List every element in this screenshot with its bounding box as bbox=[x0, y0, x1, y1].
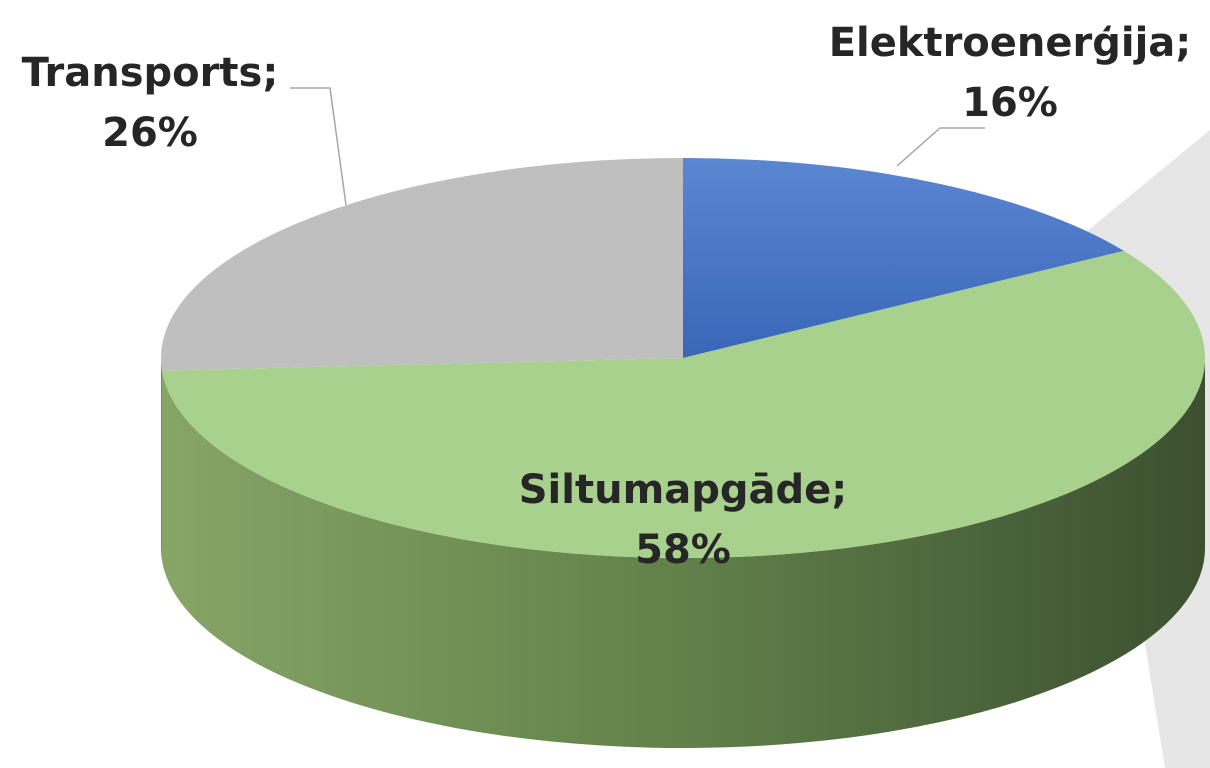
slice bbox=[683, 158, 1124, 358]
slice bbox=[162, 250, 1206, 559]
slice-value-label: 58% bbox=[635, 527, 731, 573]
slice-label: Elektroenerģija; bbox=[829, 20, 1192, 66]
slice-side bbox=[161, 358, 163, 561]
leader-line bbox=[896, 127, 985, 167]
slice-label: Siltumapgāde; bbox=[519, 467, 848, 513]
pie-tops bbox=[161, 158, 1206, 559]
slice-side bbox=[162, 358, 1206, 748]
slice-value-label: 16% bbox=[962, 80, 1058, 126]
slice-label: Transports; bbox=[22, 50, 279, 96]
labels: Elektroenerģija; 16% Siltumapgāde; 58% Trans… bbox=[22, 20, 1192, 573]
slice-value-label: 26% bbox=[102, 110, 198, 156]
slice bbox=[161, 158, 683, 371]
leader-line bbox=[290, 87, 347, 206]
pie-sides bbox=[161, 358, 1206, 748]
